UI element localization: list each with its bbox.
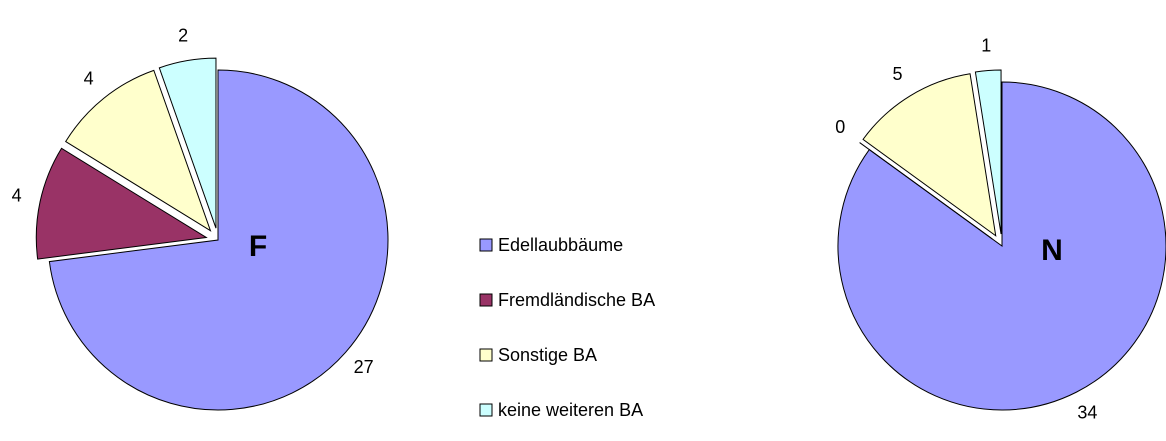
data-label: 4: [84, 68, 94, 88]
pie-title: N: [1041, 234, 1063, 267]
legend-label: keine weiteren BA: [498, 400, 643, 420]
data-label: 0: [835, 117, 845, 137]
data-label: 1: [981, 35, 991, 55]
legend-swatch: [479, 238, 493, 252]
pie-slice: [48, 69, 389, 411]
legend-label: Fremdländische BA: [498, 290, 655, 310]
data-label: 34: [1077, 402, 1097, 422]
pie-slice: [837, 81, 1166, 411]
legend-swatch: [479, 348, 493, 362]
pie-slice: [35, 147, 208, 260]
pie-slice: [859, 142, 993, 240]
data-label: 2: [178, 26, 188, 46]
pie-slice: [158, 57, 217, 229]
legend-label: Sonstige BA: [498, 345, 597, 365]
pie-title: F: [249, 230, 267, 263]
data-label: 4: [12, 185, 22, 205]
legend-swatch: [479, 403, 493, 417]
pie-slice: [862, 73, 997, 237]
data-label: 5: [892, 64, 902, 84]
legend-label: Edellaubbäume: [498, 235, 623, 255]
pie-slice: [974, 69, 1002, 235]
legend-swatch: [479, 293, 493, 307]
pie-slice: [65, 69, 212, 232]
data-label: 27: [354, 357, 374, 377]
